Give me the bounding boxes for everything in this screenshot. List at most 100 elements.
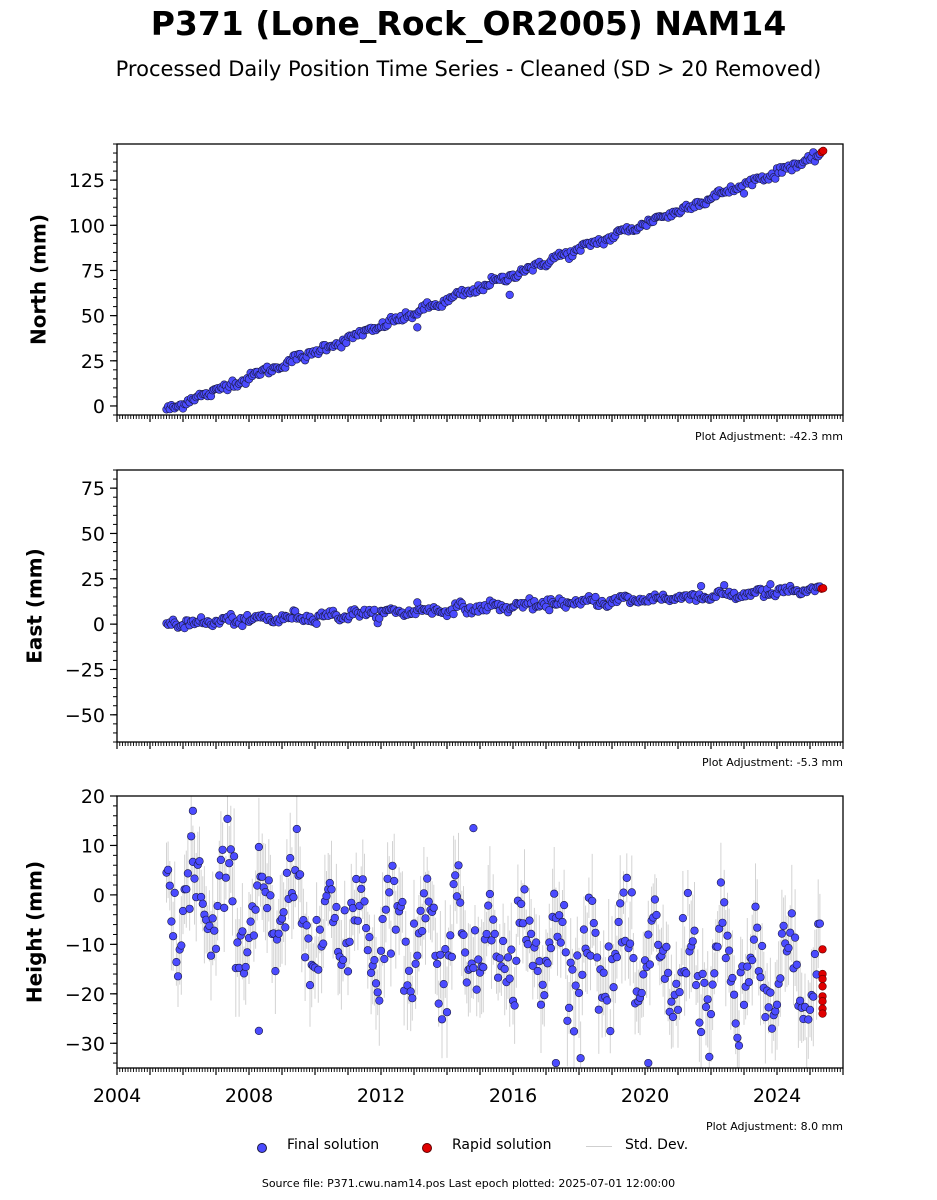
final-point [230, 852, 239, 861]
final-point [375, 996, 384, 1005]
legend-final-marker-icon [257, 1143, 267, 1153]
final-point-outlier [413, 598, 422, 607]
legend-rapid-label: Rapid solution [452, 1137, 552, 1153]
final-point [564, 1003, 574, 1013]
final-point [556, 938, 565, 947]
rapid-point [818, 974, 827, 984]
final-point [197, 892, 206, 902]
final-point [429, 903, 438, 912]
final-point [792, 960, 801, 969]
panel-0: 0 25 50 75 100 125 North (mm) Plot Adjustment: … [27, 143, 844, 443]
y-tick-label: 0 [93, 885, 105, 907]
final-point [701, 1002, 711, 1012]
final-point [211, 944, 221, 953]
final-point [696, 1027, 706, 1037]
final-point [510, 1001, 519, 1010]
final-point [652, 910, 661, 920]
final-point [274, 929, 283, 938]
final-point [249, 931, 258, 940]
plot-adjustment-label: Plot Adjustment: 8.0 mm [706, 1120, 843, 1133]
final-point [805, 1005, 815, 1015]
final-point [370, 955, 379, 965]
final-point [776, 974, 785, 983]
final-point [343, 967, 353, 976]
final-point [494, 973, 503, 982]
x-tick-label: 2020 [621, 1085, 669, 1107]
final-point [588, 896, 597, 906]
final-point [566, 958, 575, 967]
final-point [205, 921, 214, 931]
x-tick-label: 2004 [93, 1085, 141, 1107]
final-point [698, 969, 707, 979]
final-point [365, 932, 374, 942]
legend-std-line-icon [586, 1146, 612, 1147]
final-point [795, 996, 805, 1005]
final-point [571, 981, 580, 990]
final-point [718, 918, 727, 927]
plot-adjustment-label: Plot Adjustment: -42.3 mm [695, 430, 843, 443]
final-point [507, 945, 516, 954]
final-point [713, 942, 722, 951]
final-point [380, 954, 389, 964]
final-point [258, 872, 267, 881]
final-point [528, 961, 537, 970]
y-tick-label: −10 [65, 934, 105, 956]
final-point [667, 997, 676, 1006]
final-point [358, 875, 367, 884]
final-point [456, 898, 465, 907]
final-point [221, 873, 230, 882]
final-point [461, 948, 470, 957]
final-point [767, 1024, 777, 1033]
final-point [720, 581, 729, 590]
final-point [815, 919, 825, 928]
y-tick-label: 125 [69, 170, 105, 192]
final-point [251, 905, 260, 914]
final-point [728, 973, 737, 983]
final-point [691, 980, 701, 990]
final-point [406, 987, 415, 996]
final-point [786, 928, 795, 937]
final-point [540, 991, 549, 1000]
final-point [639, 970, 648, 979]
final-point [409, 919, 419, 928]
final-point [790, 933, 800, 942]
final-point [345, 937, 354, 946]
final-point [459, 930, 468, 940]
y-tick-label: 100 [69, 215, 105, 237]
final-point [446, 931, 455, 940]
final-point [599, 968, 608, 977]
final-point [700, 978, 709, 988]
final-point [238, 927, 247, 936]
final-point [266, 891, 275, 900]
final-point [376, 946, 386, 955]
final-point [434, 999, 443, 1008]
final-point [764, 1003, 773, 1012]
final-point [672, 979, 681, 988]
final-point [662, 942, 671, 952]
final-point [533, 966, 542, 976]
final-point [683, 888, 693, 898]
final-point [482, 929, 491, 939]
final-point [729, 990, 739, 999]
final-point [591, 928, 600, 937]
final-point [682, 969, 691, 978]
final-point [421, 914, 430, 923]
final-point [645, 960, 655, 969]
final-point [198, 899, 207, 908]
final-point [243, 948, 252, 957]
final-point [490, 929, 499, 939]
final-point [367, 968, 376, 978]
final-point [721, 953, 730, 963]
final-point [619, 888, 628, 897]
final-point [495, 954, 504, 963]
rapid-point [818, 945, 827, 954]
final-point [663, 968, 673, 978]
final-point [609, 983, 618, 992]
final-point [573, 951, 582, 960]
final-point [766, 988, 775, 997]
final-point [386, 949, 396, 958]
final-point [381, 905, 391, 914]
final-point [748, 955, 757, 965]
final-point [164, 865, 173, 874]
final-point [439, 979, 448, 989]
